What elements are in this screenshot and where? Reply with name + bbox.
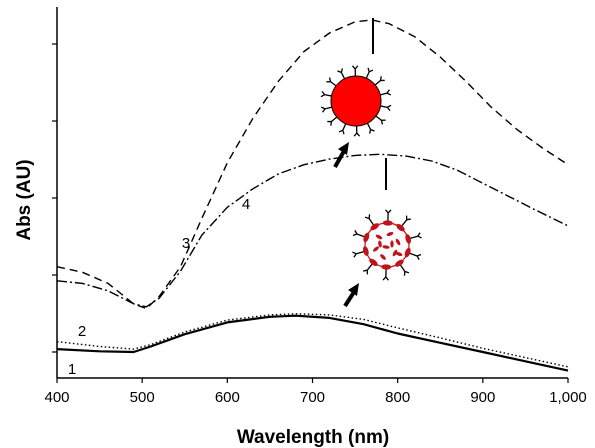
ligand-tip <box>417 232 421 237</box>
ligand-tip <box>321 90 326 96</box>
ligand-tip <box>352 233 358 237</box>
ligand-tip <box>340 68 343 73</box>
y-axis-title: Abs (AU) <box>14 159 35 240</box>
core-fragment <box>392 249 398 257</box>
core-fragment <box>390 240 394 248</box>
ligand-tip <box>386 106 391 112</box>
ligand-tip <box>370 128 375 132</box>
arrow-upper <box>333 142 349 168</box>
shell-fragment <box>396 223 405 232</box>
ligand-tip <box>417 235 422 239</box>
ligand-tip <box>328 77 332 82</box>
x-tick-label: 700 <box>300 389 325 406</box>
x-tick-label: 800 <box>385 389 410 406</box>
ligand-tip <box>386 92 392 96</box>
core-fragment <box>382 245 390 249</box>
ligand-tip <box>380 120 384 125</box>
axes: 400 500 600 700 800 900 1,000 <box>44 7 587 406</box>
gold-nanoparticle-illustration <box>320 65 392 137</box>
ligand-tip <box>367 67 370 73</box>
ligand-tip <box>354 230 358 235</box>
series-2-line <box>56 313 569 368</box>
curves <box>56 19 569 372</box>
ligand-tip <box>353 253 357 258</box>
core-fragment <box>395 251 403 257</box>
core-fragment <box>380 254 386 260</box>
ligand-tip <box>369 129 372 134</box>
series-4-label: 4 <box>242 196 250 213</box>
particle-core <box>330 75 382 127</box>
ligand-tip <box>386 89 390 94</box>
ligand-tip <box>337 70 342 74</box>
x-tick-label: 1,000 <box>549 389 587 406</box>
ligand-tip <box>354 65 359 70</box>
x-tick-label: 600 <box>215 389 240 406</box>
ligand-tip <box>416 253 422 257</box>
series-3-label: 3 <box>182 235 190 252</box>
ligand-tip <box>416 255 420 260</box>
x-tick-label: 400 <box>44 389 69 406</box>
ligand-tip <box>352 251 357 255</box>
ligand-tip <box>406 218 411 221</box>
ligand-tip <box>330 121 333 126</box>
series-2-label: 2 <box>78 323 86 340</box>
core-fragment <box>373 246 379 252</box>
ligand-tip <box>356 132 361 137</box>
x-axis-title: Wavelength (nm) <box>237 427 389 448</box>
ligand-tip <box>404 270 410 274</box>
series-4-line <box>56 153 569 308</box>
shell-fragment <box>369 258 378 267</box>
x-tick-label: 500 <box>130 389 155 406</box>
shell-fragment <box>363 232 370 243</box>
arrow-lower <box>343 283 359 308</box>
core-fragment <box>375 234 383 240</box>
ligand-tip <box>351 65 356 70</box>
ligand-tip <box>322 108 326 113</box>
shell-fragment <box>382 220 393 226</box>
core-fragment <box>395 238 401 246</box>
ligand-tip <box>364 216 370 220</box>
shell-fragment <box>404 247 411 258</box>
ligand-tip <box>338 129 344 133</box>
shell-fragment <box>381 264 392 270</box>
ligand-tip <box>382 276 387 281</box>
ligand-tip <box>342 129 345 135</box>
shell-fragment <box>394 259 404 267</box>
shell-fragment <box>362 246 369 256</box>
shell-fragment <box>370 223 380 231</box>
core-fragment <box>386 231 394 237</box>
series-1-line <box>56 314 569 372</box>
x-tick-label: 900 <box>470 389 495 406</box>
ligand-tip <box>385 209 389 214</box>
ligand-tip <box>387 104 392 108</box>
ligand-tip <box>387 209 392 214</box>
ligand-tip <box>385 276 389 281</box>
ligand-tip <box>353 132 358 137</box>
ligand-tip <box>320 94 325 98</box>
series-3-line <box>56 19 569 310</box>
shell-fragment <box>405 234 412 244</box>
fragmented-nanoparticle-illustration <box>352 209 422 281</box>
ligand-tip <box>379 76 382 81</box>
curve-labels: 1 2 3 4 <box>68 196 250 378</box>
ligand-tip <box>320 106 326 110</box>
ligand-tip <box>368 69 374 73</box>
ligand-tip <box>363 269 368 272</box>
core-fragment <box>378 240 382 248</box>
series-1-label: 1 <box>68 361 76 378</box>
